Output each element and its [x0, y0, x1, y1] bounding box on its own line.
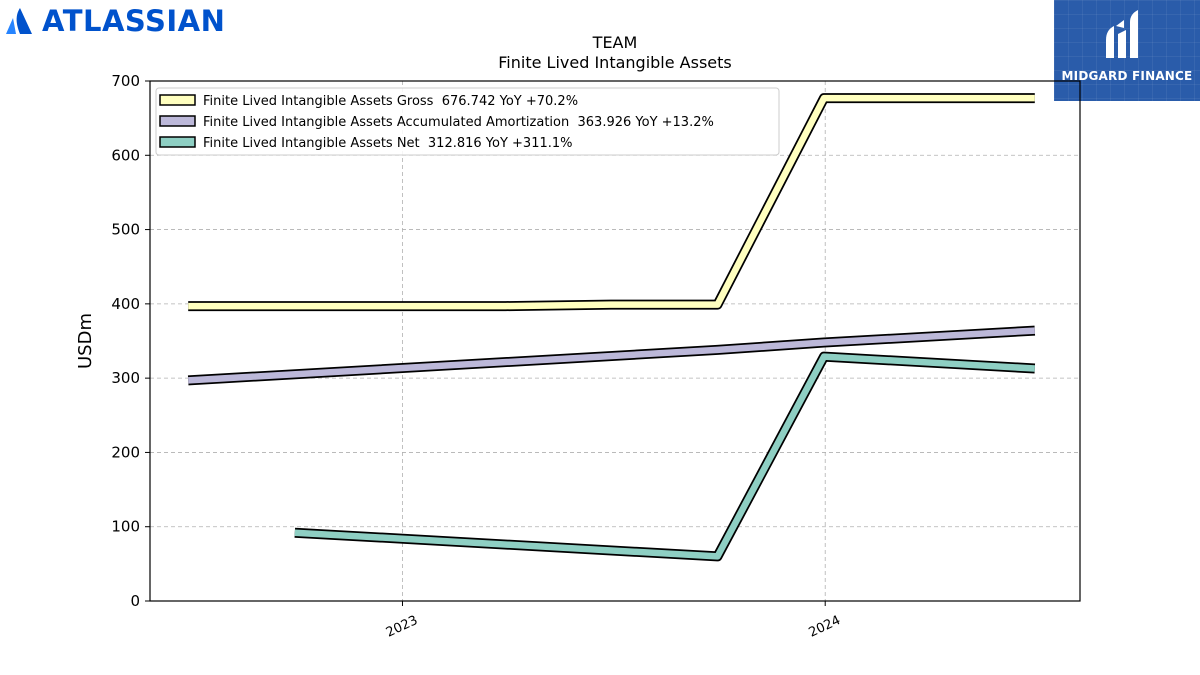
- y-tick-label: 500: [111, 221, 140, 239]
- y-tick-label: 400: [111, 295, 140, 313]
- atlassian-logo: ATLASSIAN: [4, 4, 225, 38]
- legend-swatch-2: [159, 136, 196, 148]
- axis-ticks: 0 100 200 300 400 500 600 700 2023 2024: [111, 72, 843, 641]
- y-axis-label: USDm: [75, 313, 96, 369]
- y-tick-label: 200: [111, 443, 140, 461]
- legend-swatch-0: [159, 94, 196, 106]
- midgard-wordmark: MIDGARD FINANCE: [1061, 69, 1193, 83]
- chart-subtitle: Finite Lived Intangible Assets: [498, 53, 731, 72]
- series-line-1: [188, 327, 1035, 384]
- grid-lines: [150, 81, 1080, 601]
- atlassian-wordmark: ATLASSIAN: [42, 4, 226, 38]
- plot-frame: [149, 80, 1081, 602]
- y-tick-label: 600: [111, 146, 140, 164]
- legend-label-0: Finite Lived Intangible Assets Gross 676…: [203, 94, 578, 109]
- legend-label-1: Finite Lived Intangible Assets Accumulat…: [203, 115, 714, 130]
- chart-title: TEAM: [592, 33, 638, 52]
- y-tick-label: 700: [111, 72, 140, 90]
- x-tick-label: 2024: [807, 613, 843, 641]
- midgard-mark-icon: [1106, 10, 1138, 58]
- legend-swatch-1: [159, 115, 196, 127]
- midgard-finance-logo: MIDGARD FINANCE: [1054, 0, 1200, 101]
- atlassian-mark-icon: [6, 8, 32, 34]
- series-line-2: [294, 353, 1035, 560]
- y-tick-label: 100: [111, 518, 140, 536]
- y-tick-label: 300: [111, 369, 140, 387]
- series-line-0: [188, 94, 1035, 310]
- y-tick-label: 0: [130, 592, 140, 610]
- legend-box: [155, 87, 780, 156]
- legend-label-2: Finite Lived Intangible Assets Net 312.8…: [203, 136, 573, 151]
- legend: Finite Lived Intangible Assets Gross 676…: [155, 87, 780, 156]
- x-tick-label: 2023: [384, 613, 420, 641]
- series-layer: [187, 93, 1036, 562]
